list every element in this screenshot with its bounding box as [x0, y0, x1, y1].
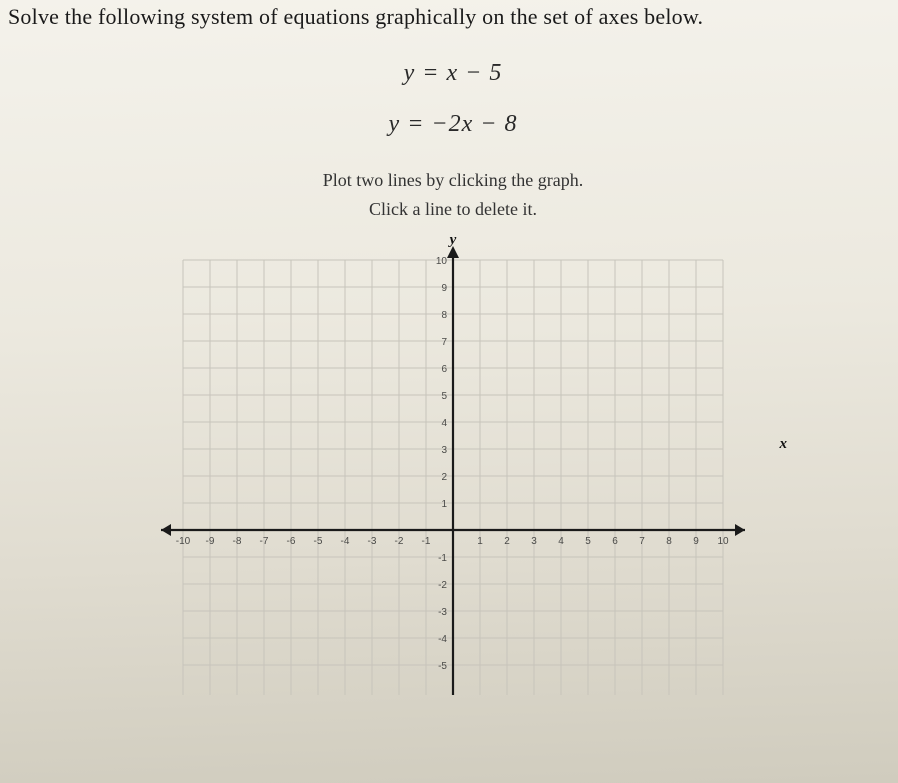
- equations-block: y = x − 5 y = −2x − 8: [8, 60, 898, 138]
- svg-text:4: 4: [441, 418, 447, 429]
- instruction-line-2: Click a line to delete it.: [8, 195, 898, 224]
- equation-2: y = −2x − 8: [8, 111, 898, 138]
- svg-text:2: 2: [504, 536, 510, 547]
- svg-text:-2: -2: [438, 580, 447, 591]
- svg-text:6: 6: [441, 364, 447, 375]
- svg-text:-7: -7: [260, 536, 269, 547]
- svg-text:-9: -9: [206, 536, 215, 547]
- svg-text:10: 10: [717, 536, 729, 547]
- svg-text:-10: -10: [176, 536, 191, 547]
- svg-text:8: 8: [666, 536, 672, 547]
- svg-text:-1: -1: [422, 536, 431, 547]
- instruction-line-1: Plot two lines by clicking the graph.: [8, 166, 898, 195]
- svg-text:-1: -1: [438, 553, 447, 564]
- svg-text:6: 6: [612, 536, 618, 547]
- svg-text:-4: -4: [341, 536, 350, 547]
- svg-text:5: 5: [441, 391, 447, 402]
- svg-text:10: 10: [436, 256, 448, 267]
- svg-text:-5: -5: [314, 536, 323, 547]
- svg-text:2: 2: [441, 472, 447, 483]
- plot-instructions: Plot two lines by clicking the graph. Cl…: [8, 166, 898, 224]
- y-axis-label: y: [450, 232, 457, 249]
- svg-text:7: 7: [639, 536, 645, 547]
- svg-text:-8: -8: [233, 536, 242, 547]
- svg-text:-4: -4: [438, 634, 447, 645]
- svg-text:5: 5: [585, 536, 591, 547]
- question-prompt: Solve the following system of equations …: [8, 4, 898, 30]
- graph-svg[interactable]: -10 -9 -8 -7 -6 -5 -4 -3 -2 -1 1 2 3 4 5 6 7 8 9 10 1 2 3 4 5 6 7 8…: [143, 234, 763, 695]
- svg-text:9: 9: [693, 536, 699, 547]
- svg-text:-3: -3: [368, 536, 377, 547]
- x-axis-label: x: [780, 436, 788, 453]
- svg-text:-6: -6: [287, 536, 296, 547]
- svg-text:1: 1: [477, 536, 483, 547]
- svg-text:9: 9: [441, 283, 447, 294]
- equation-1: y = x − 5: [8, 60, 898, 87]
- svg-text:3: 3: [441, 445, 447, 456]
- svg-text:1: 1: [441, 499, 447, 510]
- svg-text:7: 7: [441, 337, 447, 348]
- svg-text:4: 4: [558, 536, 564, 547]
- svg-text:-3: -3: [438, 607, 447, 618]
- svg-text:-2: -2: [395, 536, 404, 547]
- coordinate-plane[interactable]: y x -10-9-8-7-6-5-4-3-2-1123456789101234…: [143, 234, 763, 695]
- svg-text:3: 3: [531, 536, 537, 547]
- svg-text:8: 8: [441, 310, 447, 321]
- svg-text:-5: -5: [438, 661, 447, 672]
